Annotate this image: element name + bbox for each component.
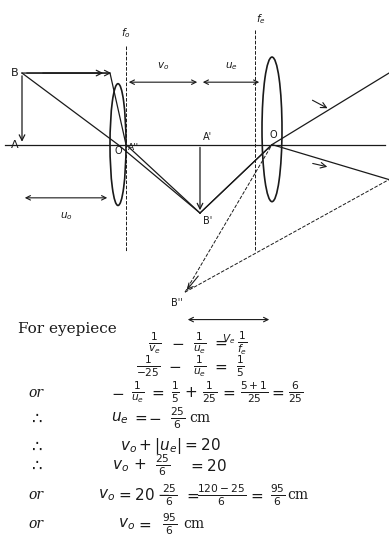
Text: $u_e$: $u_e$	[111, 410, 129, 426]
Text: B': B'	[203, 216, 212, 226]
Text: O: O	[269, 131, 277, 140]
Text: $f_o$: $f_o$	[121, 26, 131, 39]
Text: $= 20 -$: $= 20 -$	[116, 487, 170, 503]
Text: $\frac{6}{25}$: $\frac{6}{25}$	[288, 380, 304, 406]
Text: cm: cm	[189, 411, 210, 425]
Text: $+$: $+$	[184, 386, 198, 400]
Text: $v_o + |u_e| = 20$: $v_o + |u_e| = 20$	[120, 436, 221, 456]
Text: A': A'	[203, 132, 212, 141]
Text: $\frac{1}{f_e}$: $\frac{1}{f_e}$	[237, 329, 247, 357]
Text: $-$: $-$	[111, 386, 124, 400]
Text: $V_e$: $V_e$	[222, 332, 235, 346]
Text: $=$: $=$	[269, 386, 285, 400]
Text: $\frac{25}{6}$: $\frac{25}{6}$	[170, 406, 186, 431]
Text: $v_o$: $v_o$	[157, 60, 169, 71]
Text: $\frac{25}{6}$: $\frac{25}{6}$	[162, 483, 178, 508]
Text: $=$: $=$	[248, 488, 264, 502]
Text: $\frac{25}{6}$: $\frac{25}{6}$	[155, 453, 171, 478]
Text: $\frac{1}{u_e}$: $\frac{1}{u_e}$	[193, 354, 207, 379]
Text: or: or	[28, 488, 43, 502]
Text: B'': B''	[171, 298, 183, 308]
Text: $= 20$: $= 20$	[188, 457, 227, 474]
Text: $\frac{1}{u_e}$: $\frac{1}{u_e}$	[193, 330, 207, 356]
Text: A: A	[11, 139, 19, 150]
Text: $v_o$: $v_o$	[98, 488, 115, 503]
Text: $\therefore$: $\therefore$	[28, 457, 43, 474]
Text: $\frac{1}{{-25}}$: $\frac{1}{{-25}}$	[136, 354, 160, 379]
Text: $u_o$: $u_o$	[60, 210, 72, 222]
Text: cm: cm	[287, 488, 308, 502]
Text: For eyepiece: For eyepiece	[18, 322, 117, 336]
Text: $-$: $-$	[149, 411, 161, 425]
Text: O: O	[114, 146, 122, 156]
Text: $=$: $=$	[132, 411, 148, 425]
Text: B: B	[11, 68, 19, 78]
Text: $\frac{95}{6}$: $\frac{95}{6}$	[162, 511, 178, 537]
Text: $\frac{120-25}{6}$: $\frac{120-25}{6}$	[198, 483, 247, 508]
Text: $=$: $=$	[184, 488, 200, 502]
Text: $v_o$: $v_o$	[118, 517, 135, 532]
Text: $\frac{1}{v_e}$: $\frac{1}{v_e}$	[148, 330, 161, 356]
Text: $u_e$: $u_e$	[224, 60, 237, 71]
Text: $v_o\,+$: $v_o\,+$	[112, 457, 147, 474]
Text: $\frac{95}{6}$: $\frac{95}{6}$	[270, 483, 286, 508]
Text: $\frac{1}{5}$: $\frac{1}{5}$	[236, 354, 244, 379]
Text: $\frac{1}{5}$: $\frac{1}{5}$	[171, 380, 179, 406]
Text: $\therefore$: $\therefore$	[28, 438, 43, 455]
Text: or: or	[28, 517, 43, 531]
Text: $=$: $=$	[220, 386, 236, 400]
Text: A'': A''	[128, 143, 139, 152]
Text: $-$: $-$	[172, 336, 184, 350]
Text: cm: cm	[184, 517, 205, 531]
Text: $=$: $=$	[136, 517, 152, 531]
Text: $f_e$: $f_e$	[256, 12, 266, 26]
Text: $-$: $-$	[168, 359, 182, 373]
Text: or: or	[28, 386, 43, 400]
Text: $\frac{5+1}{25}$: $\frac{5+1}{25}$	[240, 380, 268, 406]
Text: $\frac{1}{u_e}$: $\frac{1}{u_e}$	[131, 380, 145, 405]
Text: $\therefore$: $\therefore$	[28, 410, 43, 427]
Text: $=$: $=$	[212, 359, 228, 373]
Text: $=$: $=$	[149, 386, 165, 400]
Text: $=$: $=$	[212, 336, 228, 350]
Text: $\frac{1}{25}$: $\frac{1}{25}$	[202, 380, 218, 406]
